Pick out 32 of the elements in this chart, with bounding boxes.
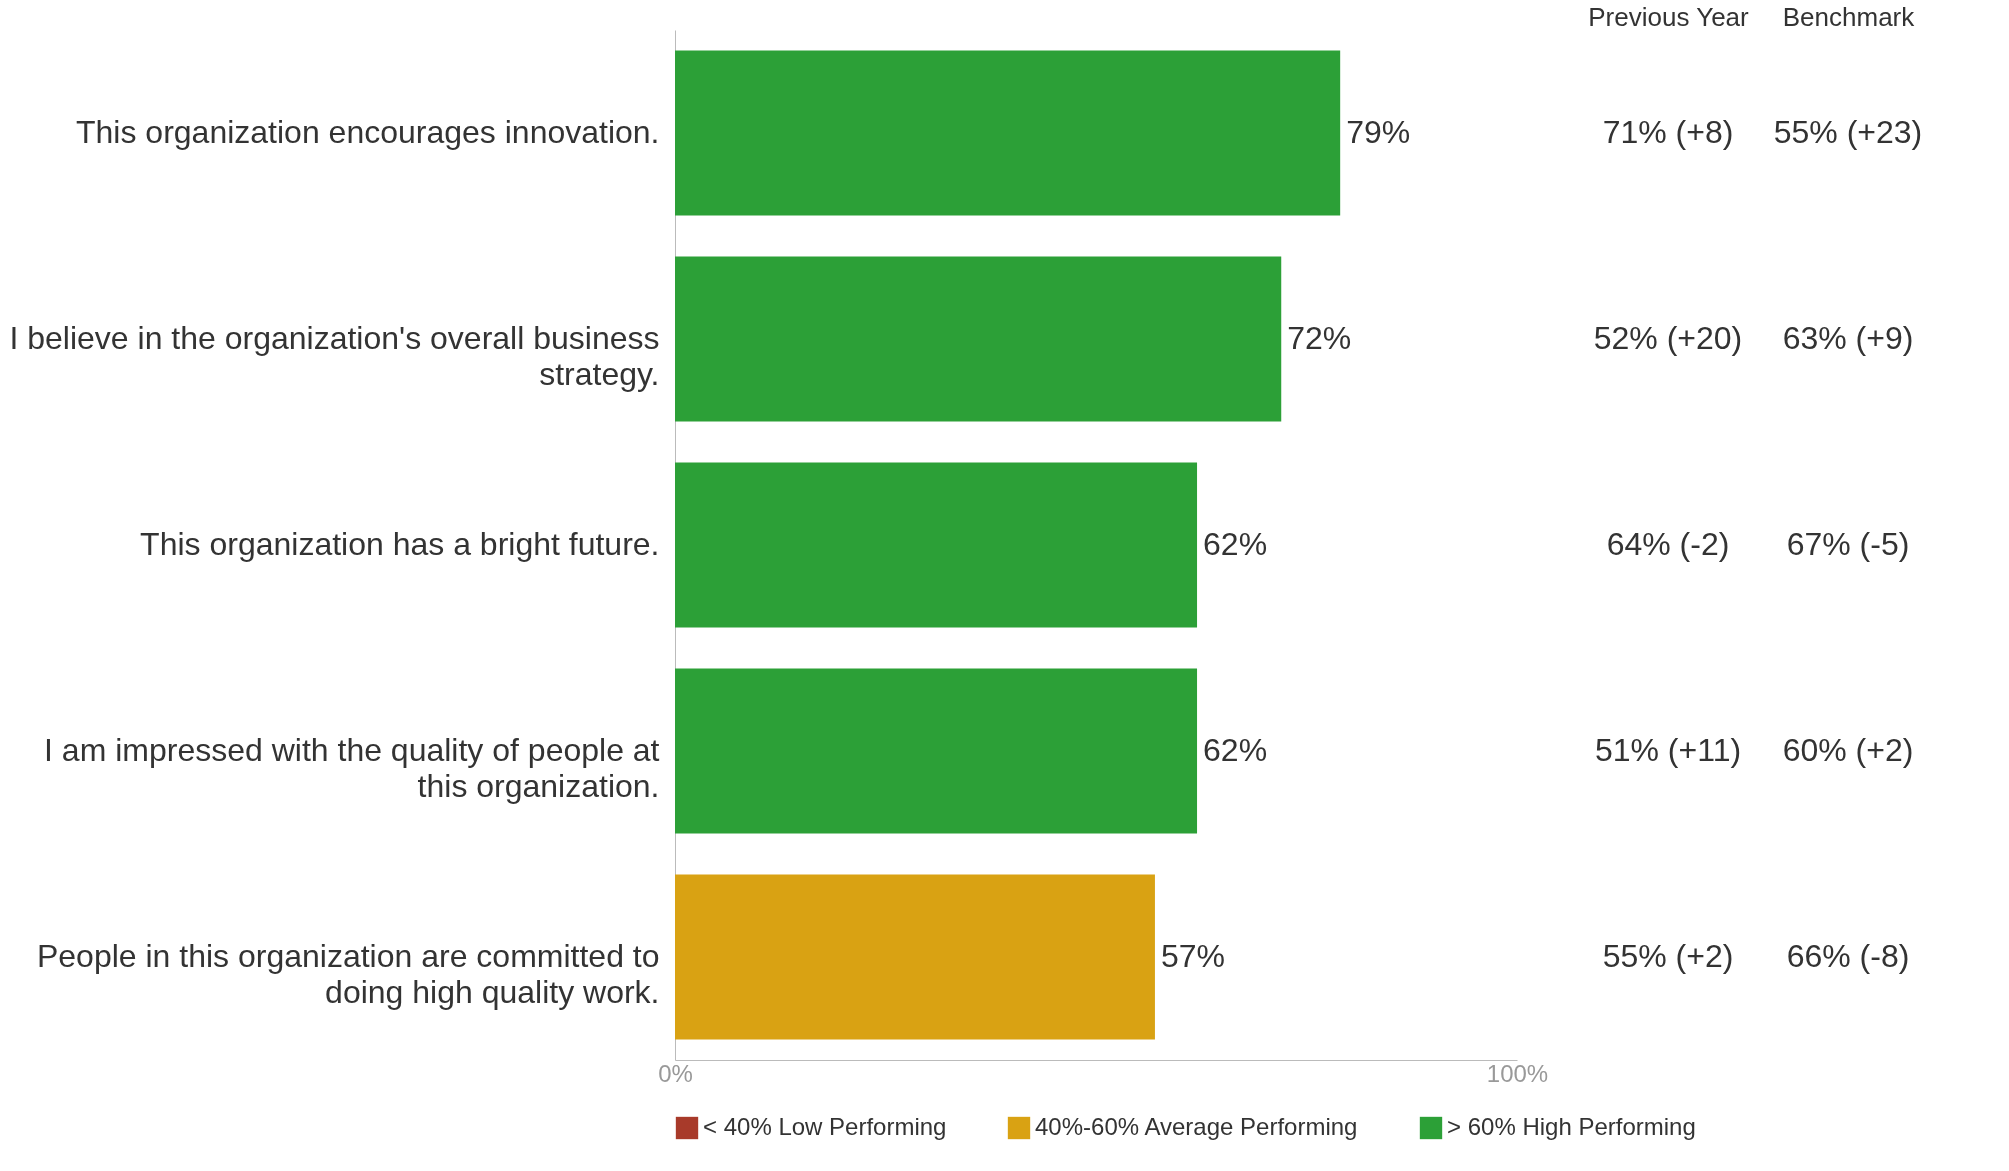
legend-label: 40%-60% Average Performing [1035, 1113, 1358, 1140]
x-tick-label: 0% [658, 1059, 693, 1087]
text: 64% (-2) [1606, 526, 1730, 562]
legend-label: < 40% Low Performing [703, 1113, 947, 1140]
text: 67% (-5) [1786, 526, 1910, 562]
text: 60% (+2) [1782, 732, 1914, 768]
text: 51% (+11) [1594, 732, 1742, 768]
data-label: 62% [1203, 732, 1268, 768]
y-tick-label: I believe in the organization's overall business strategy. [9, 320, 660, 392]
bar [675, 874, 1155, 1040]
y-tick-label: People in this organization are committed to doing high quality work. [36, 938, 660, 1010]
y-tick-label: I am impressed with the quality of people at this organization. [44, 732, 660, 804]
x-tick-label: 100% [1486, 1059, 1549, 1087]
text: Benchmark [1782, 1, 1916, 32]
text: 71% (+8) [1602, 114, 1734, 150]
bar [675, 50, 1341, 216]
y-tick-label: This organization has a bright future. [140, 526, 660, 562]
text: 55% (+23) [1773, 114, 1923, 150]
text: Previous Year [1588, 1, 1750, 32]
legend-label: > 60% High Performing [1447, 1113, 1696, 1140]
bar [675, 462, 1198, 628]
data-label: 57% [1160, 938, 1225, 974]
y-tick-label: This organization encourages innovation. [76, 114, 660, 150]
text: 52% (+20) [1593, 320, 1743, 356]
data-label: 62% [1203, 526, 1268, 562]
text: 63% (+9) [1782, 320, 1914, 356]
bar [675, 668, 1198, 834]
bar [675, 256, 1282, 422]
data-label: 72% [1287, 320, 1352, 356]
text: 55% (+2) [1602, 938, 1734, 974]
text: 66% (-8) [1786, 938, 1910, 974]
data-label: 79% [1346, 114, 1411, 150]
